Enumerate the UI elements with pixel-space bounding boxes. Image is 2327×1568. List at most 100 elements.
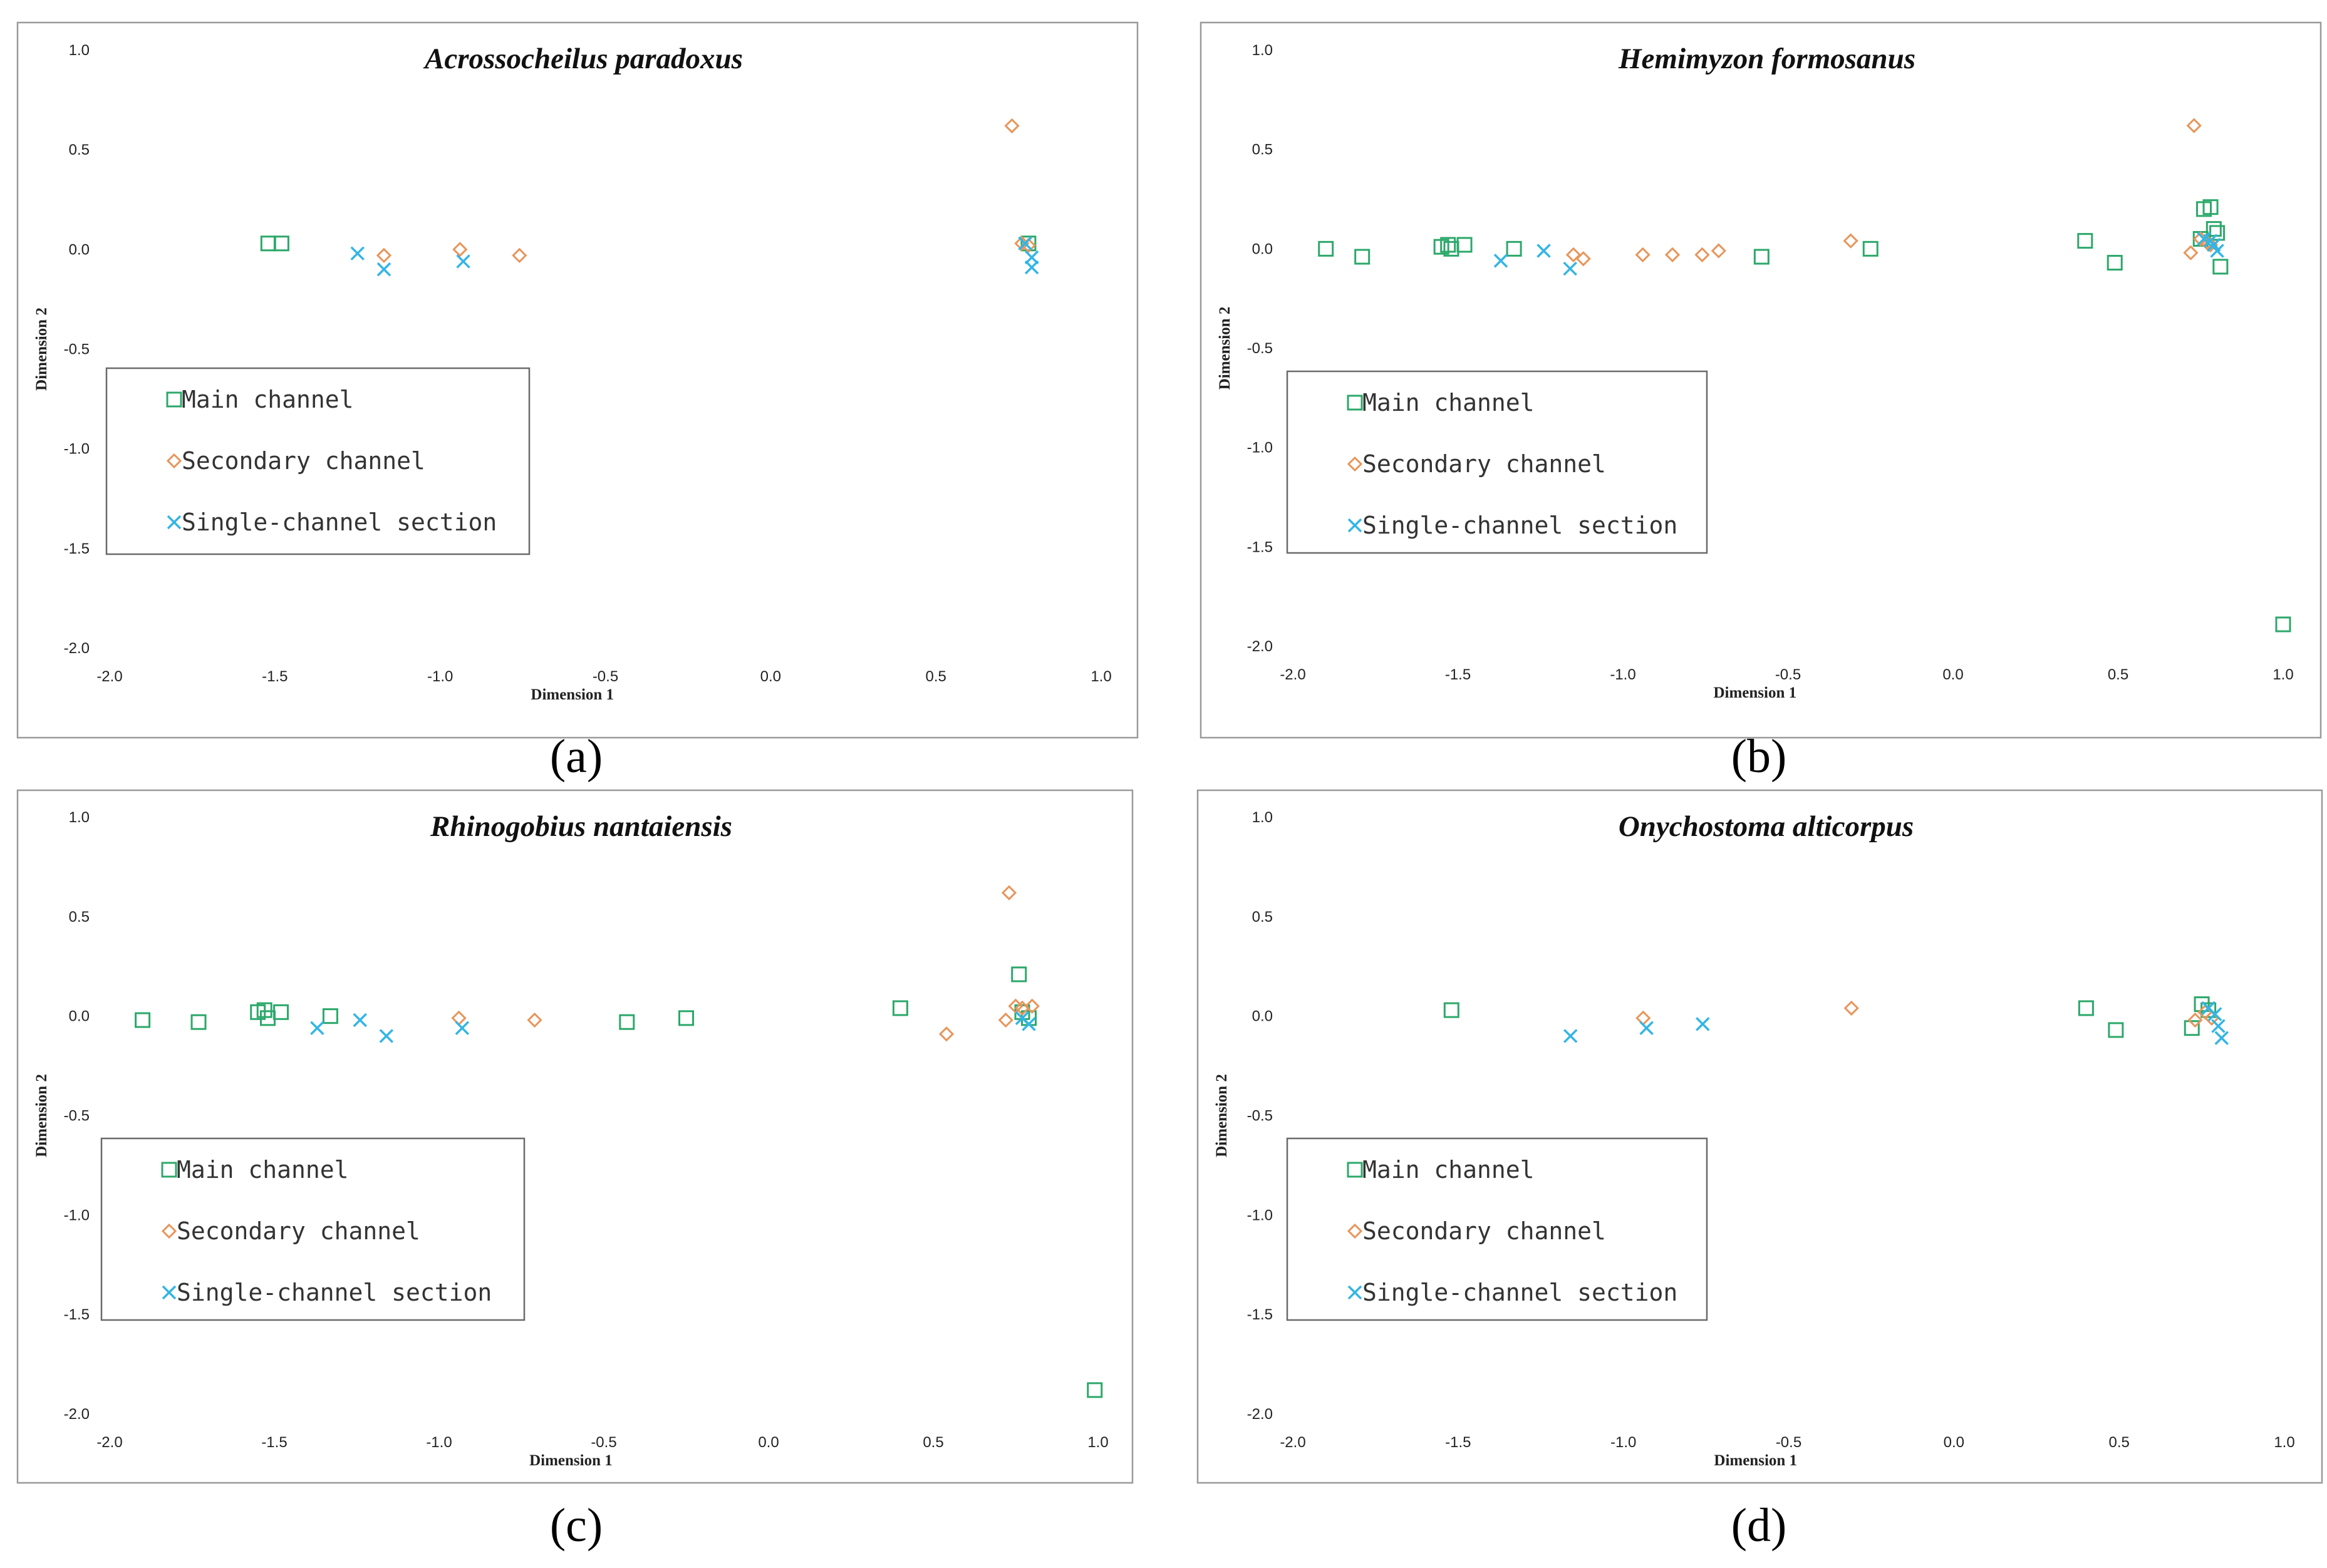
panel-a-y-tick-label: 1.0 <box>69 42 90 59</box>
panel-a-point-diamond <box>376 247 392 264</box>
panel-b-y-tick-label: -1.5 <box>1247 539 1273 555</box>
panel-b-series-single-channel-section <box>1493 232 2224 276</box>
panel-b-point-diamond <box>1711 243 1726 259</box>
panel-b-legend-label: Secondary channel <box>1362 450 1606 478</box>
panel-d-y-tick-label: -1.5 <box>1247 1306 1273 1323</box>
panel-d-legend-marker-square <box>1347 1162 1363 1178</box>
panel-b-x-tick-label: 1.0 <box>2273 666 2293 683</box>
panel-a-point-diamond <box>512 247 527 264</box>
panel-c-point-x <box>455 1021 470 1035</box>
panel-b-title: Hemimyzon formosanus <box>1618 43 1915 75</box>
panel-c-point-square <box>1011 966 1027 983</box>
panel-a-point-x <box>1024 250 1039 265</box>
panel-d-legend-marker-diamond <box>1347 1223 1363 1239</box>
panel-d-x-tick-label: -2.0 <box>1280 1434 1305 1451</box>
panel-b-point-diamond <box>1843 233 1858 249</box>
panel-a-point-square <box>273 235 289 252</box>
panel-c-point-diamond <box>938 1026 955 1042</box>
panel-a-y-tick-label: -2.0 <box>64 640 90 657</box>
panel-c-point-diamond <box>998 1012 1013 1028</box>
panel-c-y-tick-label: 1.0 <box>69 809 90 826</box>
panel-b-point-square <box>1862 240 1879 257</box>
panel-d-series-main-channel <box>1443 996 2217 1038</box>
panel-b-legend-marker-x <box>1347 518 1362 533</box>
panel-d-point-square <box>2184 1020 2200 1036</box>
panel-c-x-axis-label: Dimension 1 <box>529 1452 613 1469</box>
panel-b-x-tick-label: -0.5 <box>1775 666 1801 683</box>
panel-b-x-axis-label: Dimension 1 <box>1713 684 1796 701</box>
panel-c-point-diamond <box>527 1012 542 1028</box>
panel-d-y-tick-label: 0.5 <box>1252 909 1273 926</box>
panel-a-x-tick-label: -2.0 <box>96 668 122 685</box>
panel-d-x-tick-label: -1.0 <box>1610 1434 1636 1451</box>
panel-a-legend-label: Single-channel section <box>182 508 497 536</box>
panel-b-y-tick-label: -1.0 <box>1247 440 1273 456</box>
panel-d-caption: (d) <box>1731 1499 1787 1552</box>
panel-b-point-diamond <box>1575 251 1591 267</box>
panel-b-x-tick-label: 0.5 <box>2108 666 2128 683</box>
panel-a-legend: Main channel Secondary channel Single-chan… <box>105 367 531 555</box>
panel-a-x-tick-label: -1.5 <box>262 668 288 685</box>
panel-a-point-x <box>456 254 470 269</box>
panel-b-caption: (b) <box>1731 730 1787 783</box>
panel-b-x-tick-label: -1.0 <box>1610 666 1635 683</box>
panel-a-title: Acrossocheilus paradoxus <box>423 43 743 75</box>
panel-c-caption: (c) <box>549 1499 603 1552</box>
panel-c-point-x <box>353 1013 367 1028</box>
panel-b-point-square <box>2202 199 2219 215</box>
panel-a-y-tick-label: -0.5 <box>64 341 90 358</box>
panel-d-point-diamond <box>1843 1000 1859 1016</box>
panel-a-point-x <box>1024 260 1039 275</box>
panel-d-chart: Onychostoma alticorpus 1.0 0.5 0.0 -0.5 -1.0 -… <box>1196 789 2323 1484</box>
panel-d-x-tick-label: -1.5 <box>1445 1434 1471 1451</box>
panel-b-point-diamond <box>1664 247 1681 262</box>
panel-a-y-tick-label: -1.5 <box>64 540 90 557</box>
panel-d-point-square <box>2078 1000 2094 1016</box>
panel-c-point-x <box>1022 1017 1036 1031</box>
panel-c-y-tick-label: -0.5 <box>64 1108 90 1125</box>
panel-d-y-tick-label: 1.0 <box>1252 809 1273 826</box>
panel-c-point-square <box>619 1014 635 1030</box>
panel-c-y-tick-label: -1.0 <box>64 1207 90 1224</box>
panel-d-legend-label: Single-channel section <box>1362 1279 1677 1306</box>
panel-c-point-square <box>256 1002 272 1018</box>
panel-a-x-tick-label: 0.5 <box>925 668 946 685</box>
panel-b-y-tick-label: 0.0 <box>1252 240 1273 257</box>
panel-b-y-tick-label: -2.0 <box>1247 638 1273 655</box>
panel-c-legend-marker-x <box>162 1285 177 1300</box>
panel-d-x-tick-label: -0.5 <box>1776 1434 1801 1451</box>
panel-c-x-tick-label: 0.5 <box>923 1434 943 1451</box>
panel-d-point-x <box>1563 1029 1578 1043</box>
panel-c-x-tick-label: -2.0 <box>96 1434 122 1451</box>
panel-b-legend-marker-diamond <box>1347 456 1363 472</box>
panel-c-legend-label: Single-channel section <box>177 1279 492 1306</box>
panel-b-y-tick-label: 1.0 <box>1252 42 1273 59</box>
panel-a-y-tick-label: -1.0 <box>64 441 90 458</box>
panel-b-point-diamond <box>1565 247 1582 262</box>
panel-a-legend-label: Secondary channel <box>182 447 425 475</box>
panel-b-legend: Main channel Secondary channel Single-chan… <box>1286 370 1708 554</box>
panel-d-x-axis-label: Dimension 1 <box>1714 1452 1797 1469</box>
panel-c-chart: Rhinogobius nantaiensis 1.0 0.5 0.0 -0.5 -1.0… <box>16 789 1134 1484</box>
panel-a-x-axis-label: Dimension 1 <box>531 686 614 703</box>
panel-a-x-tick-label: 1.0 <box>1091 668 1111 685</box>
panel-a-point-diamond <box>1004 118 1020 134</box>
panel-c-point-square <box>322 1008 338 1024</box>
panel-c-point-square <box>273 1004 289 1020</box>
panel-d-legend-marker-x <box>1347 1285 1362 1300</box>
panel-d-point-square <box>1443 1002 1459 1018</box>
panel-a-point-square <box>1020 235 1037 252</box>
panel-a-point-diamond <box>452 242 468 257</box>
panel-b-point-square <box>2077 233 2093 249</box>
panel-d-title: Onychostoma alticorpus <box>1619 810 1914 843</box>
panel-d-x-tick-label: 1.0 <box>2274 1434 2294 1451</box>
panel-b-point-square <box>1354 249 1371 265</box>
panel-a-series-single-channel-section <box>350 236 1039 277</box>
panel-a-chart: Acrossocheilus paradoxus 1.0 0.5 0.0 -0.5 -1.… <box>16 21 1139 739</box>
panel-d-frame <box>1196 789 2323 1484</box>
panel-b-chart: Hemimyzon formosanus 1.0 0.5 0.0 -0.5 -1.0 -1.… <box>1200 21 2322 739</box>
panel-d-legend: Main channel Secondary channel Single-chan… <box>1286 1137 1708 1321</box>
panel-a-y-tick-label: 0.0 <box>69 241 90 258</box>
panel-b-point-square <box>2275 616 2291 632</box>
panel-b-point-square <box>2212 259 2229 275</box>
